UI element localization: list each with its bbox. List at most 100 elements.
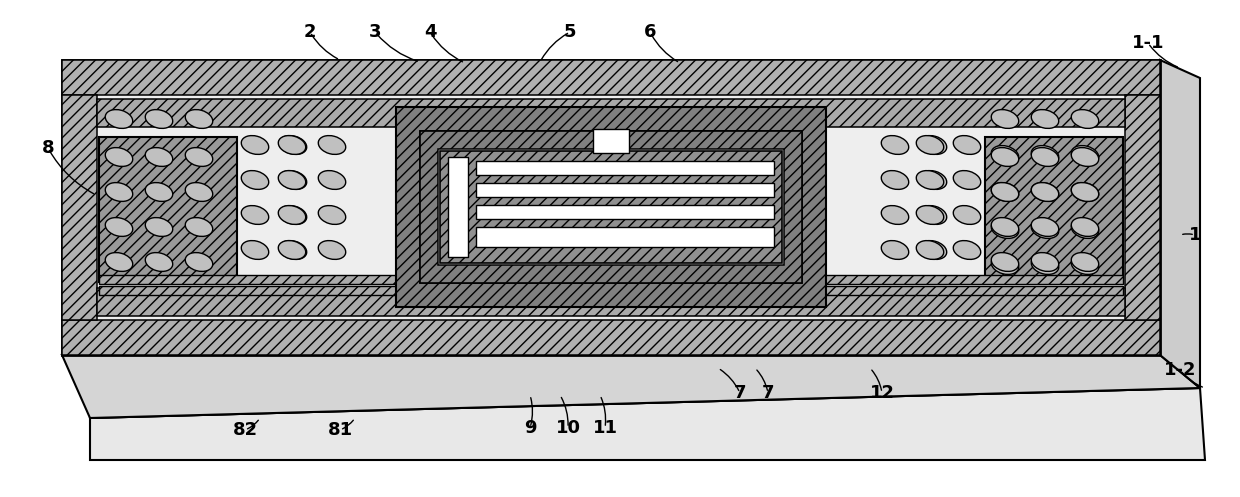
Ellipse shape — [105, 252, 133, 271]
Ellipse shape — [145, 252, 172, 271]
Ellipse shape — [954, 206, 981, 225]
Text: 7: 7 — [734, 384, 746, 402]
Ellipse shape — [991, 182, 1019, 201]
Ellipse shape — [242, 241, 269, 259]
Bar — [476, 205, 774, 219]
Ellipse shape — [991, 146, 1019, 165]
Polygon shape — [62, 355, 1200, 418]
Ellipse shape — [916, 136, 944, 155]
Ellipse shape — [954, 241, 981, 259]
Bar — [97, 95, 1125, 320]
Ellipse shape — [145, 218, 172, 237]
Ellipse shape — [991, 148, 1019, 166]
Text: 6: 6 — [644, 23, 656, 41]
Bar — [593, 129, 629, 153]
Ellipse shape — [279, 206, 306, 225]
Bar — [1125, 95, 1159, 320]
Ellipse shape — [991, 218, 1019, 237]
Text: 7: 7 — [761, 384, 774, 402]
Bar — [396, 107, 826, 307]
Ellipse shape — [991, 252, 1019, 271]
Text: 1-2: 1-2 — [1164, 361, 1197, 379]
Text: 81: 81 — [327, 421, 352, 439]
Ellipse shape — [882, 136, 909, 155]
Ellipse shape — [991, 255, 1019, 274]
Ellipse shape — [916, 206, 944, 225]
Ellipse shape — [1071, 109, 1099, 128]
Ellipse shape — [954, 170, 981, 189]
Bar — [99, 286, 1123, 295]
Bar — [62, 95, 97, 320]
Bar — [99, 137, 237, 282]
Text: 1-1: 1-1 — [1132, 34, 1164, 52]
Polygon shape — [91, 388, 1205, 460]
Ellipse shape — [1071, 148, 1099, 166]
Text: 1: 1 — [1189, 226, 1202, 244]
Ellipse shape — [916, 170, 944, 189]
Ellipse shape — [279, 170, 306, 189]
Ellipse shape — [319, 170, 346, 189]
Ellipse shape — [919, 241, 946, 259]
Ellipse shape — [1032, 109, 1059, 128]
Ellipse shape — [319, 136, 346, 155]
Bar — [440, 151, 782, 263]
Text: 82: 82 — [232, 421, 258, 439]
Polygon shape — [1159, 60, 1200, 388]
Text: 9: 9 — [523, 419, 536, 437]
Ellipse shape — [105, 109, 133, 128]
Text: 11: 11 — [593, 419, 618, 437]
Bar — [97, 288, 1125, 316]
Bar — [62, 320, 1159, 355]
Ellipse shape — [105, 148, 133, 166]
Ellipse shape — [954, 136, 981, 155]
Ellipse shape — [1032, 182, 1059, 201]
Ellipse shape — [242, 206, 269, 225]
Ellipse shape — [1032, 146, 1059, 165]
Ellipse shape — [185, 148, 213, 166]
Ellipse shape — [1032, 182, 1059, 201]
Ellipse shape — [991, 220, 1019, 239]
Bar — [99, 275, 1123, 284]
Text: 8: 8 — [42, 139, 55, 157]
Ellipse shape — [1032, 255, 1059, 274]
Ellipse shape — [185, 252, 213, 271]
Text: 2: 2 — [304, 23, 316, 41]
Ellipse shape — [1071, 220, 1099, 239]
Ellipse shape — [1071, 182, 1099, 201]
Ellipse shape — [1071, 146, 1099, 165]
Text: 12: 12 — [869, 384, 894, 402]
Ellipse shape — [882, 206, 909, 225]
Bar — [476, 227, 774, 247]
Ellipse shape — [242, 136, 269, 155]
Ellipse shape — [242, 170, 269, 189]
Ellipse shape — [319, 241, 346, 259]
Ellipse shape — [145, 182, 172, 201]
Text: 4: 4 — [424, 23, 436, 41]
Ellipse shape — [919, 136, 946, 155]
Ellipse shape — [278, 170, 306, 189]
Ellipse shape — [278, 241, 306, 259]
Ellipse shape — [919, 206, 946, 225]
Ellipse shape — [145, 148, 172, 166]
Ellipse shape — [145, 109, 172, 128]
Ellipse shape — [1071, 252, 1099, 271]
Bar — [985, 137, 1123, 282]
Ellipse shape — [1032, 252, 1059, 271]
Ellipse shape — [1071, 255, 1099, 274]
Bar — [420, 131, 802, 283]
Bar — [476, 161, 774, 175]
Ellipse shape — [279, 241, 306, 259]
Bar — [476, 183, 774, 197]
Ellipse shape — [1032, 148, 1059, 166]
Bar — [97, 99, 1125, 127]
Text: 10: 10 — [556, 419, 580, 437]
Ellipse shape — [278, 136, 306, 155]
Ellipse shape — [185, 218, 213, 237]
Ellipse shape — [991, 109, 1019, 128]
Ellipse shape — [319, 206, 346, 225]
Ellipse shape — [882, 241, 909, 259]
Ellipse shape — [278, 206, 306, 225]
Text: 3: 3 — [368, 23, 381, 41]
Bar — [62, 60, 1159, 95]
Ellipse shape — [105, 182, 133, 201]
